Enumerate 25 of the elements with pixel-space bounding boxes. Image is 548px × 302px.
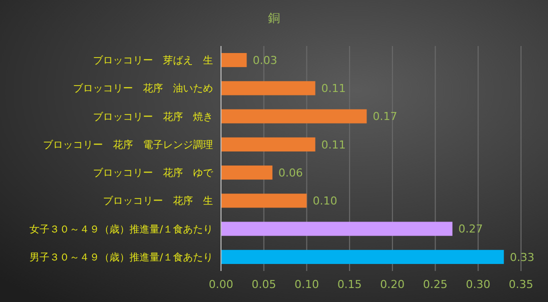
data-label: 0.33 <box>510 250 534 264</box>
data-label: 0.11 <box>321 138 346 152</box>
data-label: 0.06 <box>278 166 303 180</box>
x-tick-label: 0.05 <box>252 278 276 291</box>
y-tick-label: ブロッコリー 花序 焼き <box>93 110 213 123</box>
y-tick-label: ブロッコリー 花序 油いため <box>73 82 213 95</box>
data-label: 0.17 <box>372 110 398 124</box>
x-tick-label: 0.35 <box>508 278 534 291</box>
data-label: 0.03 <box>252 54 278 67</box>
y-tick-label: ブロッコリー 芽ばえ 生 <box>93 54 213 67</box>
y-tick-label: 男子３０～４９（歳）推進量/１食あたり <box>30 251 213 264</box>
x-tick-label: 0.25 <box>423 278 448 291</box>
y-tick-label: ブロッコリー 花序 生 <box>103 195 213 208</box>
y-tick-label: 女子３０～４９（歳）推進量/１食あたり <box>30 223 213 236</box>
x-tick-label: 0.15 <box>337 278 362 291</box>
data-label: 0.27 <box>458 222 483 236</box>
data-label: 0.11 <box>321 82 346 96</box>
y-tick-label: ブロッコリー 花序 電子レンジ調理 <box>43 138 213 151</box>
y-tick-label: ブロッコリー 花序 ゆで <box>93 167 214 180</box>
x-tick-label: 0.10 <box>294 278 319 291</box>
x-tick-label: 0.30 <box>466 278 490 291</box>
data-label: 0.10 <box>312 194 338 208</box>
x-tick-label: 0.20 <box>380 278 405 291</box>
x-tick-label: 0.00 <box>208 278 234 291</box>
chart-title: 銅 <box>268 11 280 25</box>
